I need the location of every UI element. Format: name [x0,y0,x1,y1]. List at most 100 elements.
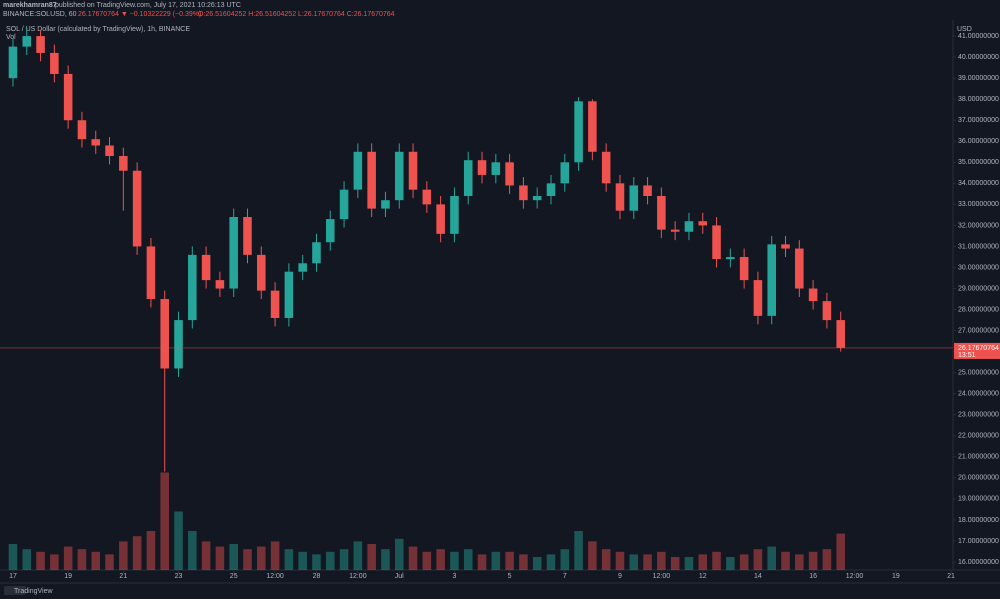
volume-bar [284,549,294,570]
volume-bar [270,541,280,570]
volume-bar [422,551,432,570]
x-tick-label: 23 [175,573,183,580]
candle-body [201,254,211,281]
y-tick-label: 37.00000000 [958,117,999,124]
chart-title: SOL / US Dollar (calculated by TradingVi… [6,26,190,33]
volume-bar [132,536,142,570]
volume-bar [36,551,45,570]
volume-bar [463,549,473,570]
volume-bar [174,511,183,570]
volume-bar [436,549,445,570]
candle-body [491,162,501,175]
y-tick-label: 19.00000000 [958,496,999,503]
candle-body [77,120,87,140]
x-tick-label: 12:00 [653,573,671,580]
candle-body [22,36,32,47]
candle-body [532,195,542,201]
candle-body [36,36,45,53]
volume-bar [381,549,390,570]
volume-bar [629,554,639,570]
y-tick-label: 36.00000000 [958,138,999,145]
volume-bar [353,541,363,570]
volume-bar [836,533,845,570]
candle-body [284,271,294,318]
candle-body [160,299,169,369]
x-tick-label: 12:00 [349,573,367,580]
y-tick-label: 20.00000000 [958,475,999,482]
y-tick-label: 22.00000000 [958,433,999,440]
candle-body [146,246,156,300]
candle-body [739,256,749,281]
candle-body [394,151,404,201]
candle-body [657,195,666,230]
volume-bar [8,544,18,570]
candle-body [726,256,735,260]
volume-bar [146,531,156,570]
candle-body [188,254,197,321]
volume-bar [298,551,307,570]
x-tick-label: 16 [809,573,817,580]
symbol: BINANCE:SOLUSD, 60 [3,11,77,18]
y-tick-label: 35.00000000 [958,159,999,166]
current-price-label: 26.17670764 [958,345,999,352]
y-tick-label: 40.00000000 [958,54,999,61]
candle-body [353,151,363,190]
candle-body [298,263,307,272]
y-tick-label: 29.00000000 [958,285,999,292]
candle-body [257,254,266,291]
volume-bar [477,554,487,570]
x-tick-label: 7 [563,573,567,580]
candle-body [588,101,597,152]
candle-body [795,248,804,289]
countdown-label: 13:51 [958,352,976,359]
y-tick-label: 18.00000000 [958,517,999,524]
candle-body [215,280,225,289]
volume-bar [188,531,197,570]
x-tick-label: 21 [119,573,127,580]
volume-bar [505,551,514,570]
candle-body [367,151,376,209]
candle-body [325,219,335,243]
y-tick-label: 31.00000000 [958,243,999,250]
x-tick-label: 9 [618,573,622,580]
candle-body [229,217,238,289]
x-tick-label: 25 [230,573,238,580]
volume-bar [657,551,666,570]
y-tick-label: 34.00000000 [958,180,999,187]
volume-bar [63,546,73,570]
volume-bar [546,554,556,570]
volume-bar [588,541,597,570]
volume-bar [601,549,611,570]
candle-body [519,185,528,201]
y-tick-label: 33.00000000 [958,201,999,208]
y-tick-label: 25.00000000 [958,370,999,377]
candle-body [753,280,763,316]
x-tick-label: 17 [9,573,17,580]
volume-bar [450,551,459,570]
candle-body [105,145,114,157]
candle-body [629,185,639,211]
volume-bar [77,549,87,570]
candle-body [767,244,777,316]
candle-body [381,200,390,209]
x-tick-label: 19 [64,573,72,580]
candle-body [615,183,625,211]
volume-bar [615,551,625,570]
volume-bar [739,554,749,570]
y-tick-label: 39.00000000 [958,75,999,82]
volume-bar [105,554,114,570]
x-tick-label: 19 [892,573,900,580]
candle-body [822,301,832,321]
brand-logo [4,586,26,595]
candle-body [574,101,583,163]
candle-body [505,162,514,186]
volume-bar [712,551,721,570]
x-tick-label: 12:00 [846,573,864,580]
candle-body [174,320,183,369]
author: marekhamran87 [3,2,57,9]
volume-bar [325,551,335,570]
candle-body [546,183,556,196]
candle-body [712,225,721,260]
volume-bar [753,549,763,570]
